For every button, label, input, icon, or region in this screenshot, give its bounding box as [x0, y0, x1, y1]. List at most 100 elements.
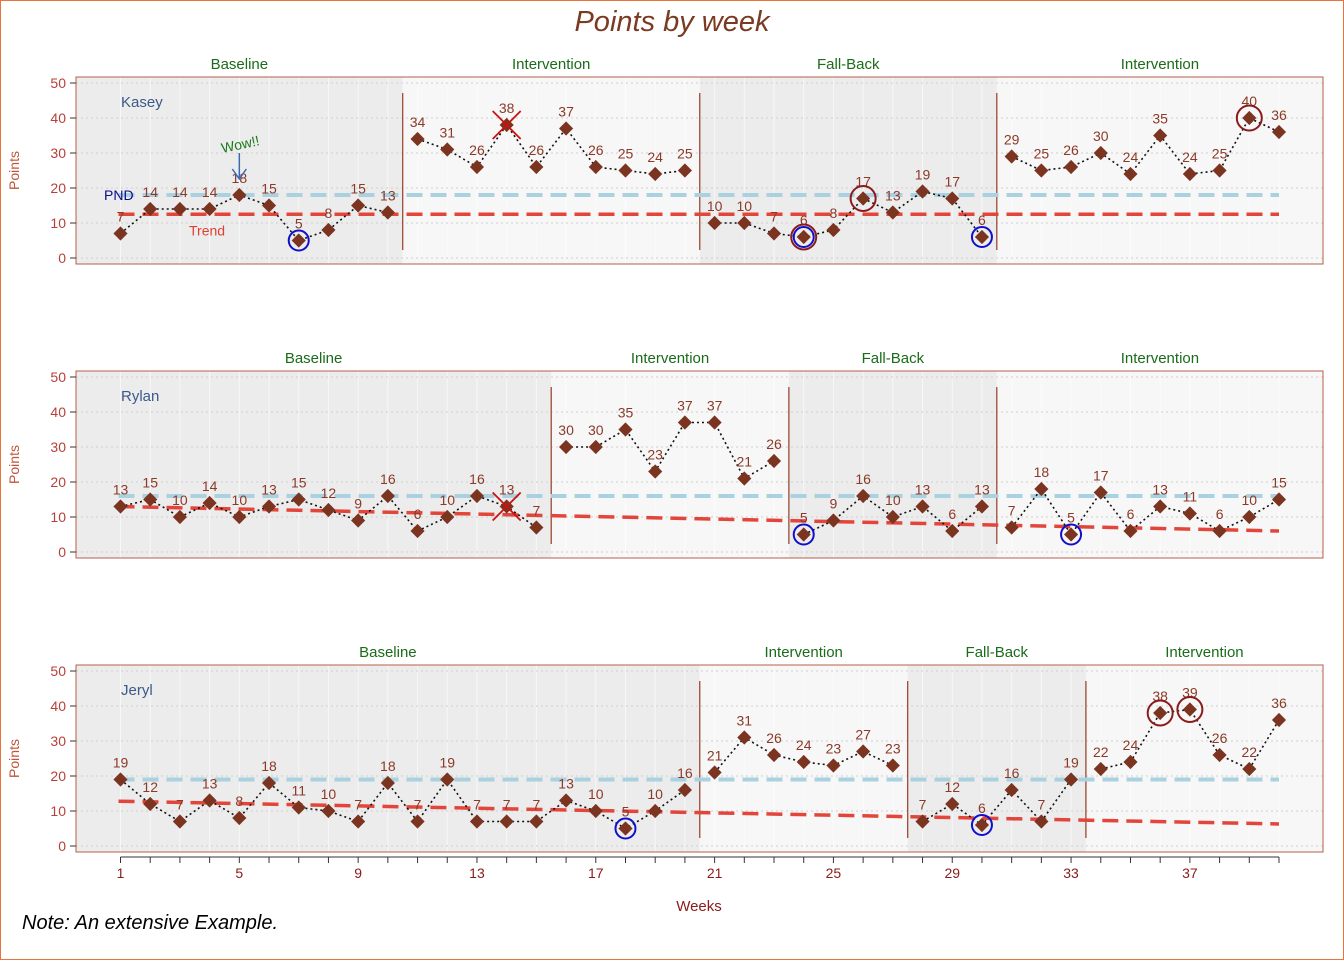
data-point — [885, 205, 900, 220]
series-line — [1011, 116, 1280, 176]
data-point — [1034, 163, 1049, 178]
data-point — [1242, 110, 1257, 126]
data-point — [618, 422, 633, 437]
data-label: 23 — [885, 741, 901, 757]
data-point — [826, 758, 841, 773]
data-point — [707, 215, 722, 231]
data-label: 15 — [291, 475, 307, 491]
data-label: 10 — [885, 492, 901, 508]
data-label: 25 — [1212, 146, 1228, 162]
data-label: 39 — [1182, 685, 1198, 701]
data-label: 6 — [800, 212, 808, 228]
data-point — [796, 754, 811, 770]
y-tick-label: 10 — [50, 215, 66, 231]
data-label: 15 — [142, 475, 158, 491]
data-label: 35 — [1152, 111, 1168, 127]
data-label: 7 — [919, 797, 927, 813]
x-tick-label: 21 — [707, 865, 723, 881]
data-label: 7 — [532, 503, 540, 519]
phase-label: Baseline — [359, 644, 417, 661]
data-label: 7 — [414, 797, 422, 813]
data-label: 36 — [1271, 107, 1287, 123]
data-label: 6 — [978, 212, 986, 228]
phase-label: Intervention — [1165, 644, 1243, 661]
data-point — [766, 226, 782, 241]
data-point — [826, 513, 841, 528]
data-label: 17 — [1093, 468, 1109, 484]
data-label: 13 — [1152, 482, 1168, 498]
data-label: 12 — [142, 779, 158, 795]
y-tick-label: 50 — [50, 75, 66, 91]
data-label: 8 — [325, 205, 333, 221]
data-point — [529, 520, 544, 535]
data-point — [1034, 814, 1049, 829]
y-tick-label: 30 — [50, 439, 66, 455]
data-label: 10 — [232, 492, 248, 508]
panel-border — [75, 370, 1324, 559]
data-point — [1212, 523, 1227, 539]
data-point — [440, 772, 455, 787]
data-label: 34 — [410, 114, 426, 130]
data-point — [380, 205, 395, 220]
phase-shade — [699, 77, 997, 264]
data-label: 6 — [1216, 506, 1224, 522]
data-label: 27 — [855, 727, 871, 743]
data-label: 15 — [1271, 475, 1287, 491]
data-label: 11 — [291, 783, 306, 799]
data-label: 24 — [647, 149, 663, 165]
data-label: 9 — [830, 496, 838, 512]
data-point — [885, 758, 900, 773]
data-label: 6 — [948, 506, 956, 522]
data-label: 9 — [354, 496, 362, 512]
data-label: 6 — [978, 800, 986, 816]
data-label: 10 — [647, 786, 663, 802]
data-point — [1182, 166, 1197, 182]
data-label: 25 — [1034, 146, 1050, 162]
x-tick-label: 17 — [588, 865, 604, 881]
y-tick-label: 10 — [50, 509, 66, 525]
panel-rylan: Baseline Intervention Fall-Back Interventio… — [6, 350, 1324, 560]
data-label: 25 — [677, 146, 693, 162]
data-label: 21 — [737, 454, 753, 470]
data-point — [1182, 506, 1197, 521]
case-name: Rylan — [121, 388, 159, 405]
footnote: Note: An extensive Example. — [22, 912, 278, 934]
data-label: 10 — [439, 492, 455, 508]
data-label: 5 — [622, 804, 630, 820]
data-label: 13 — [915, 482, 931, 498]
y-tick-label: 40 — [50, 110, 66, 126]
y-axis-label: Points — [6, 151, 22, 190]
data-label: 21 — [707, 748, 723, 764]
data-point — [677, 415, 692, 430]
data-point — [172, 201, 187, 217]
data-point — [677, 782, 692, 798]
data-point — [143, 492, 158, 507]
data-point — [1212, 747, 1227, 763]
case-name: Jeryl — [121, 682, 153, 699]
highlight-circle-min — [970, 814, 993, 836]
data-label: 13 — [202, 776, 218, 792]
data-point — [796, 229, 811, 245]
data-point — [143, 201, 158, 217]
data-point — [1093, 485, 1108, 500]
panel-jeryl: Baseline Intervention Fall-Back Interventio… — [6, 644, 1324, 854]
data-point — [321, 222, 336, 238]
highlight-circle-max — [1146, 699, 1174, 727]
data-point — [261, 775, 277, 791]
data-label: 7 — [1037, 797, 1045, 813]
data-point — [232, 810, 247, 826]
data-point — [1004, 520, 1019, 535]
data-point — [291, 800, 306, 815]
x-tick-label: 29 — [944, 865, 960, 881]
data-label: 13 — [885, 188, 901, 204]
data-label: 10 — [737, 198, 753, 214]
data-label: 24 — [796, 737, 812, 753]
series-line — [119, 194, 389, 242]
panel-kasey: Baseline Intervention Fall-Back Interventio… — [6, 56, 1324, 266]
data-label: 19 — [1063, 755, 1079, 771]
data-label: 10 — [1242, 492, 1258, 508]
data-point — [291, 492, 306, 507]
data-point — [945, 523, 960, 539]
data-label: 26 — [529, 142, 545, 158]
